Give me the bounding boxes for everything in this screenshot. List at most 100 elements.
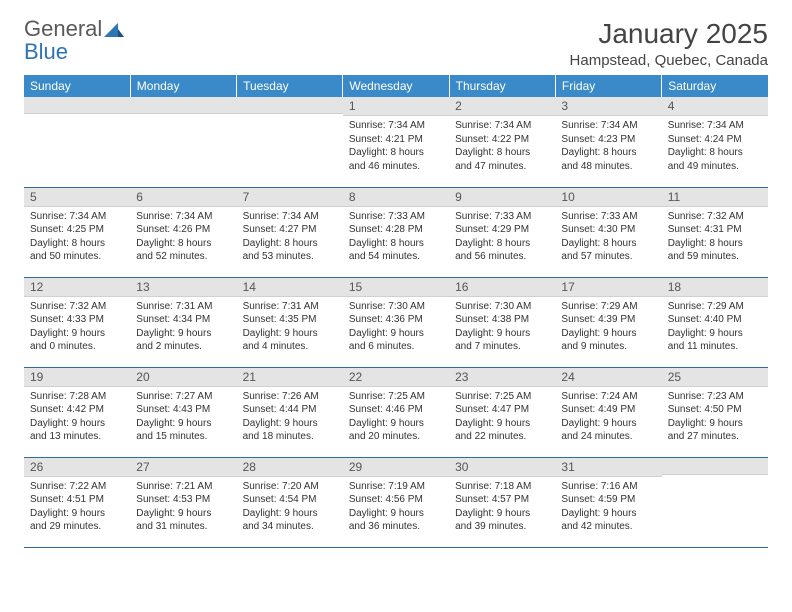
calendar-day-cell: 19Sunrise: 7:28 AMSunset: 4:42 PMDayligh… [24,367,130,457]
day-details: Sunrise: 7:24 AMSunset: 4:49 PMDaylight:… [555,387,661,448]
day-number: 30 [449,458,555,477]
day-details: Sunrise: 7:20 AMSunset: 4:54 PMDaylight:… [237,477,343,538]
sunrise-line: Sunrise: 7:20 AM [243,480,337,494]
sunset-line: Sunset: 4:46 PM [349,403,443,417]
sunset-line: Sunset: 4:54 PM [243,493,337,507]
sunrise-line: Sunrise: 7:34 AM [668,119,762,133]
day-details: Sunrise: 7:33 AMSunset: 4:29 PMDaylight:… [449,207,555,268]
calendar-day-cell: 18Sunrise: 7:29 AMSunset: 4:40 PMDayligh… [662,277,768,367]
sunset-line: Sunset: 4:23 PM [561,133,655,147]
daylight-line: Daylight: 8 hours and 52 minutes. [136,237,230,264]
sunrise-line: Sunrise: 7:30 AM [349,300,443,314]
sunset-line: Sunset: 4:50 PM [668,403,762,417]
day-details: Sunrise: 7:32 AMSunset: 4:31 PMDaylight:… [662,207,768,268]
daylight-line: Daylight: 9 hours and 15 minutes. [136,417,230,444]
calendar-day-cell: 30Sunrise: 7:18 AMSunset: 4:57 PMDayligh… [449,457,555,547]
day-details: Sunrise: 7:34 AMSunset: 4:24 PMDaylight:… [662,116,768,177]
sunset-line: Sunset: 4:31 PM [668,223,762,237]
sunset-line: Sunset: 4:56 PM [349,493,443,507]
sunset-line: Sunset: 4:35 PM [243,313,337,327]
day-details: Sunrise: 7:34 AMSunset: 4:25 PMDaylight:… [24,207,130,268]
day-details: Sunrise: 7:30 AMSunset: 4:36 PMDaylight:… [343,297,449,358]
calendar-day-cell: 9Sunrise: 7:33 AMSunset: 4:29 PMDaylight… [449,187,555,277]
calendar-day-cell: 8Sunrise: 7:33 AMSunset: 4:28 PMDaylight… [343,187,449,277]
daylight-line: Daylight: 9 hours and 34 minutes. [243,507,337,534]
day-number: 28 [237,458,343,477]
calendar-day-cell: 21Sunrise: 7:26 AMSunset: 4:44 PMDayligh… [237,367,343,457]
daylight-line: Daylight: 9 hours and 11 minutes. [668,327,762,354]
day-number: 25 [662,368,768,387]
sunrise-line: Sunrise: 7:32 AM [30,300,124,314]
calendar-week-row: 19Sunrise: 7:28 AMSunset: 4:42 PMDayligh… [24,367,768,457]
calendar-day-cell: 29Sunrise: 7:19 AMSunset: 4:56 PMDayligh… [343,457,449,547]
daylight-line: Daylight: 8 hours and 57 minutes. [561,237,655,264]
weekday-header: Saturday [662,75,768,97]
title-block: January 2025 Hampstead, Quebec, Canada [570,18,768,69]
empty-day-bar [130,97,236,114]
logo: General Blue [24,18,124,63]
day-number: 4 [662,97,768,116]
sunrise-line: Sunrise: 7:33 AM [561,210,655,224]
sunset-line: Sunset: 4:51 PM [30,493,124,507]
calendar-day-cell: 24Sunrise: 7:24 AMSunset: 4:49 PMDayligh… [555,367,661,457]
sunset-line: Sunset: 4:29 PM [455,223,549,237]
daylight-line: Daylight: 9 hours and 0 minutes. [30,327,124,354]
calendar-day-cell [237,97,343,187]
sunset-line: Sunset: 4:25 PM [30,223,124,237]
sunset-line: Sunset: 4:47 PM [455,403,549,417]
empty-day-bar [237,97,343,114]
daylight-line: Daylight: 8 hours and 56 minutes. [455,237,549,264]
calendar-page: General Blue January 2025 Hampstead, Que… [0,0,792,548]
sunset-line: Sunset: 4:39 PM [561,313,655,327]
calendar-day-cell: 27Sunrise: 7:21 AMSunset: 4:53 PMDayligh… [130,457,236,547]
calendar-day-cell: 2Sunrise: 7:34 AMSunset: 4:22 PMDaylight… [449,97,555,187]
calendar-week-row: 5Sunrise: 7:34 AMSunset: 4:25 PMDaylight… [24,187,768,277]
day-number: 8 [343,188,449,207]
calendar-table: SundayMondayTuesdayWednesdayThursdayFrid… [24,75,768,548]
sunrise-line: Sunrise: 7:21 AM [136,480,230,494]
sunrise-line: Sunrise: 7:34 AM [243,210,337,224]
day-number: 3 [555,97,661,116]
day-details: Sunrise: 7:31 AMSunset: 4:35 PMDaylight:… [237,297,343,358]
day-details: Sunrise: 7:34 AMSunset: 4:23 PMDaylight:… [555,116,661,177]
daylight-line: Daylight: 9 hours and 6 minutes. [349,327,443,354]
daylight-line: Daylight: 8 hours and 47 minutes. [455,146,549,173]
weekday-header: Wednesday [343,75,449,97]
day-details: Sunrise: 7:22 AMSunset: 4:51 PMDaylight:… [24,477,130,538]
sunset-line: Sunset: 4:44 PM [243,403,337,417]
day-details: Sunrise: 7:19 AMSunset: 4:56 PMDaylight:… [343,477,449,538]
day-number: 31 [555,458,661,477]
sunrise-line: Sunrise: 7:34 AM [561,119,655,133]
sunrise-line: Sunrise: 7:26 AM [243,390,337,404]
daylight-line: Daylight: 9 hours and 13 minutes. [30,417,124,444]
calendar-day-cell: 5Sunrise: 7:34 AMSunset: 4:25 PMDaylight… [24,187,130,277]
calendar-day-cell: 4Sunrise: 7:34 AMSunset: 4:24 PMDaylight… [662,97,768,187]
day-details: Sunrise: 7:29 AMSunset: 4:40 PMDaylight:… [662,297,768,358]
daylight-line: Daylight: 9 hours and 2 minutes. [136,327,230,354]
day-number: 14 [237,278,343,297]
day-number: 12 [24,278,130,297]
calendar-day-cell: 23Sunrise: 7:25 AMSunset: 4:47 PMDayligh… [449,367,555,457]
calendar-day-cell: 20Sunrise: 7:27 AMSunset: 4:43 PMDayligh… [130,367,236,457]
sunset-line: Sunset: 4:53 PM [136,493,230,507]
daylight-line: Daylight: 9 hours and 31 minutes. [136,507,230,534]
sunset-line: Sunset: 4:59 PM [561,493,655,507]
calendar-day-cell: 26Sunrise: 7:22 AMSunset: 4:51 PMDayligh… [24,457,130,547]
sunrise-line: Sunrise: 7:32 AM [668,210,762,224]
sunset-line: Sunset: 4:22 PM [455,133,549,147]
daylight-line: Daylight: 8 hours and 53 minutes. [243,237,337,264]
calendar-day-cell: 11Sunrise: 7:32 AMSunset: 4:31 PMDayligh… [662,187,768,277]
day-details: Sunrise: 7:16 AMSunset: 4:59 PMDaylight:… [555,477,661,538]
sunset-line: Sunset: 4:49 PM [561,403,655,417]
day-details: Sunrise: 7:21 AMSunset: 4:53 PMDaylight:… [130,477,236,538]
daylight-line: Daylight: 9 hours and 20 minutes. [349,417,443,444]
day-number: 6 [130,188,236,207]
sunrise-line: Sunrise: 7:29 AM [668,300,762,314]
day-number: 27 [130,458,236,477]
daylight-line: Daylight: 8 hours and 46 minutes. [349,146,443,173]
sunrise-line: Sunrise: 7:24 AM [561,390,655,404]
day-details: Sunrise: 7:31 AMSunset: 4:34 PMDaylight:… [130,297,236,358]
day-number: 19 [24,368,130,387]
calendar-day-cell: 13Sunrise: 7:31 AMSunset: 4:34 PMDayligh… [130,277,236,367]
weekday-header: Friday [555,75,661,97]
